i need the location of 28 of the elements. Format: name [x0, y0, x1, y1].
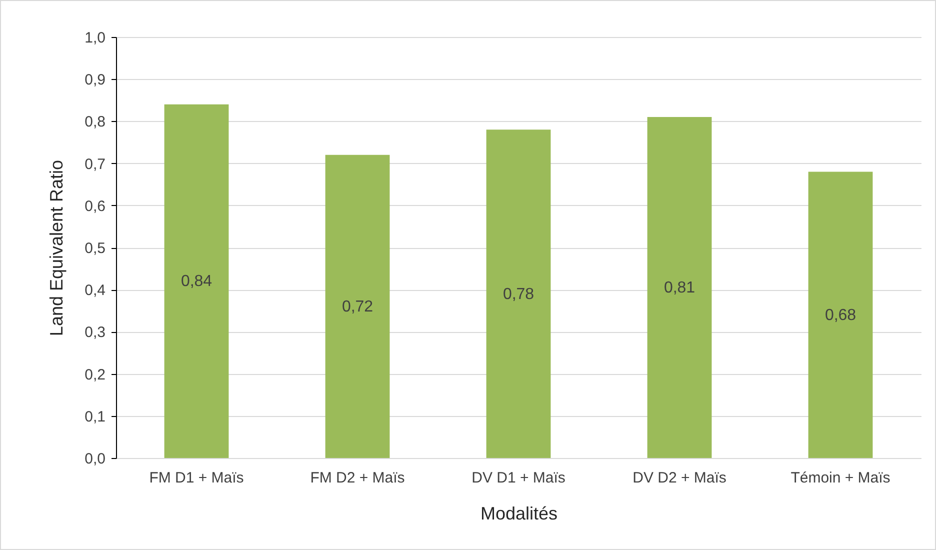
y-tick-label: 0,9: [84, 72, 106, 89]
y-tick-label: 0,0: [84, 450, 106, 468]
bar: [808, 172, 873, 458]
data-label: 0,68: [824, 306, 856, 324]
y-axis-title: Land Equivalent Ratio: [46, 160, 67, 336]
x-tick-label: DV D1 + Maïs: [472, 470, 566, 486]
y-tick-label: 0,4: [84, 282, 106, 300]
x-axis-title: Modalités: [480, 504, 558, 524]
bar: [164, 104, 229, 458]
data-label: 0,78: [502, 286, 534, 303]
y-tick-label: 0,1: [84, 408, 106, 426]
bar: [325, 154, 390, 458]
y-tick-label: 0,6: [84, 198, 106, 215]
bar: [647, 116, 712, 458]
x-tick-label: Témoin + Maïs: [790, 470, 890, 486]
data-label: 0,72: [342, 298, 374, 316]
data-label: 0,81: [664, 279, 696, 296]
bar: [486, 130, 551, 458]
data-label: 0,84: [180, 273, 212, 290]
y-tick-label: 0,8: [84, 114, 106, 131]
x-tick-label: FM D2 + Maïs: [310, 470, 405, 486]
y-tick-label: 0,7: [84, 156, 106, 173]
y-tick-label: 0,3: [84, 324, 106, 342]
x-tick-label: DV D2 + Maïs: [632, 470, 726, 486]
x-tick-label: FM D1 + Maïs: [149, 470, 244, 486]
y-tick-label: 1,0: [84, 30, 106, 46]
y-tick-label: 0,2: [84, 366, 106, 384]
y-tick-label: 0,5: [84, 240, 106, 257]
